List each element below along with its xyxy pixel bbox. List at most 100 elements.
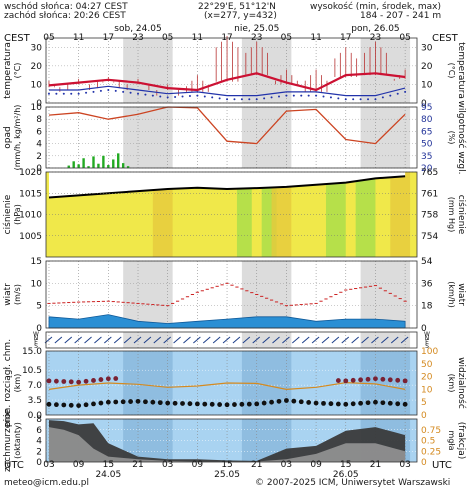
night-band xyxy=(241,38,292,103)
wind-right-tick-label: 54 xyxy=(421,257,433,267)
dewpoint-dot xyxy=(277,95,280,98)
precip-bar xyxy=(107,164,110,168)
cloudbase-dot xyxy=(83,402,89,408)
cloudbase-dot xyxy=(120,399,126,405)
wind-direction-arrow xyxy=(123,336,132,344)
cloudbase-dot xyxy=(373,399,378,405)
cloud-tick-label: 4 xyxy=(36,437,42,447)
wind-tick-label: 15 xyxy=(31,257,42,267)
cloud-right-label: (frakcja) xyxy=(456,422,466,460)
cloud-tick-label: 0 xyxy=(36,458,42,468)
cloudbase-dot xyxy=(105,399,111,405)
precip-tick-label: 2 xyxy=(36,152,42,162)
pressure-right-tick-label: 754 xyxy=(421,232,438,242)
low-cloud-area xyxy=(48,427,406,462)
cloudbase-dot xyxy=(343,401,349,407)
grid-text: (x=277, y=432) xyxy=(204,11,277,21)
elevation-values: 184 - 207 - 241 m xyxy=(360,11,442,21)
cloudbase-dot xyxy=(276,398,282,404)
temperature-right-unit: (°C) xyxy=(447,63,456,79)
pressure-right-tick-label: 765 xyxy=(421,168,438,178)
precip-bar xyxy=(117,153,120,168)
dewpoint-dot xyxy=(307,94,310,97)
wind-right-label: wiatr xyxy=(456,283,466,306)
precip-bar xyxy=(67,165,70,168)
dewpoint-dot xyxy=(226,98,229,101)
cloudtop-dot xyxy=(358,377,364,383)
dewpoint-dot xyxy=(129,91,132,94)
cloudbase-dot xyxy=(224,402,230,408)
dewpoint-dot xyxy=(389,94,392,97)
wind-direction-arrow xyxy=(54,336,63,344)
bottom-day-label: 26.05 xyxy=(333,470,359,480)
cloudtop-dot xyxy=(387,377,393,383)
cloudbase-dot xyxy=(53,402,59,408)
pressure-left-unit: (hPa) xyxy=(13,204,22,225)
dewpoint-dot xyxy=(188,95,191,98)
wind-direction-arrow xyxy=(202,336,211,344)
cloudbase-dot xyxy=(291,398,297,404)
wind-direction-arrow xyxy=(321,336,330,344)
wind-tick-label: 0 xyxy=(36,324,42,334)
cloudbase-dot xyxy=(402,401,408,407)
cloudtop-dot xyxy=(380,376,386,382)
cloudbase-dot xyxy=(232,402,237,407)
cloudtop-dot xyxy=(83,378,89,384)
wind-direction-arrow xyxy=(143,336,152,344)
dewpoint-dot xyxy=(352,98,355,101)
precip-bar xyxy=(92,156,95,168)
cloudbase-tick-label: 0.0 xyxy=(28,411,43,421)
dewpoint-dot xyxy=(329,96,332,99)
winddir-left-letter: N xyxy=(34,335,39,342)
panel-frame-winddir xyxy=(45,331,418,349)
cloudbase-dot xyxy=(46,401,52,407)
dewpoint-dot xyxy=(218,97,221,100)
wind-direction-arrow xyxy=(252,336,261,344)
bottom-hour-label: 21 xyxy=(132,460,143,470)
winddir-right-letter: W xyxy=(424,331,430,338)
temp-right-tick-label: 30 xyxy=(421,43,433,53)
cloud-right-unit: mgła xyxy=(447,430,456,450)
copyright-text: © 2007-2025 ICM, Uniwersytet Warszawski xyxy=(255,478,451,488)
dewpoint-dot xyxy=(166,96,169,99)
dewpoint-dot xyxy=(55,92,58,95)
dewpoint-dot xyxy=(211,96,214,99)
wind-direction-arrow xyxy=(371,336,379,344)
pressure-right-unit: (mm Hg) xyxy=(447,197,456,232)
winddir-right-letter: S xyxy=(425,343,429,350)
dewpoint-dot xyxy=(159,95,162,98)
bottom-hour-label: 03 xyxy=(162,460,173,470)
visibility-tick-label: 10 xyxy=(421,385,433,395)
bottom-hour-label: 03 xyxy=(43,460,54,470)
cloud-tick-label: 2 xyxy=(36,447,42,457)
precip-tick-label: 0 xyxy=(36,164,42,174)
elevation-label: wysokość (min, środek, max) xyxy=(310,2,441,12)
cloudbase-dot xyxy=(335,401,341,407)
pressure-tick-label: 1005 xyxy=(19,232,42,242)
cloudbase-dot xyxy=(202,401,208,407)
cloudbase-dot xyxy=(143,399,148,405)
cloudtop-dot xyxy=(98,377,104,382)
pressure-line xyxy=(48,175,406,199)
cloudtop-dot xyxy=(343,378,349,384)
wind-direction-arrow xyxy=(262,336,270,344)
precip-bar xyxy=(77,164,80,168)
dewpoint-dot xyxy=(174,95,177,98)
wind-right-unit: (km/h) xyxy=(447,281,456,307)
cloudtop-dot xyxy=(105,376,111,382)
cloudbase-dot xyxy=(395,401,401,407)
cloudbase-dot xyxy=(61,402,67,408)
temperature-right-label: temperatura xyxy=(456,42,466,99)
fog-tick-label: 0.25 xyxy=(421,447,441,457)
cloudbase-dot xyxy=(387,400,393,406)
wind-direction-arrow xyxy=(212,336,221,344)
wind-direction-arrow xyxy=(183,336,191,344)
dewpoint-dot xyxy=(292,94,295,97)
email-link[interactable]: meteo@icm.edu.pl xyxy=(4,478,89,488)
dewpoint-dot xyxy=(144,93,147,96)
dewpoint-dot xyxy=(240,98,243,101)
wind-direction-arrow xyxy=(74,336,82,344)
total-cloud-area xyxy=(48,420,406,462)
precip-tick-label: 10 xyxy=(31,103,43,113)
